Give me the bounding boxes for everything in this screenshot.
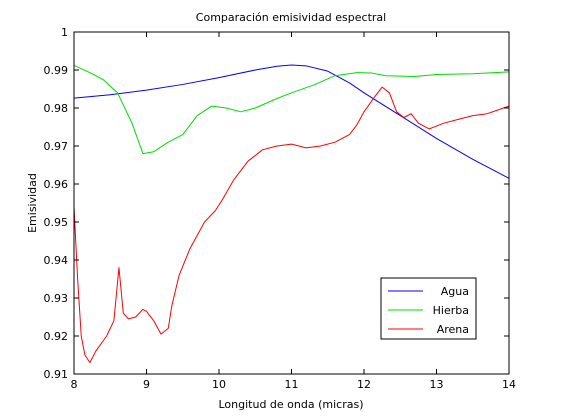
y-tick-label: 1 — [61, 26, 68, 39]
x-tick-label: 10 — [212, 378, 226, 391]
x-tick-label: 14 — [502, 378, 516, 391]
x-tick-label: 11 — [285, 378, 299, 391]
y-tick-label: 0.94 — [44, 254, 69, 267]
y-tick-label: 0.99 — [44, 64, 69, 77]
x-tick-label: 8 — [71, 378, 78, 391]
y-tick-label: 0.98 — [44, 102, 69, 115]
legend-label-agua: Agua — [441, 285, 469, 298]
x-tick-label: 13 — [430, 378, 444, 391]
legend-label-hierba: Hierba — [433, 304, 469, 317]
series-line-hierba — [73, 64, 510, 155]
series-line-arena — [73, 86, 510, 364]
y-tick-label: 0.96 — [44, 178, 69, 191]
tick-layer: 8 9 10 11 12 13 14 0.91 0.92 0.93 0.94 0.95 0.96 0.97… — [44, 26, 517, 391]
series-line-agua — [73, 64, 510, 179]
legend: Agua Hierba Arena — [380, 277, 477, 340]
y-axis-title: Emisividad — [26, 173, 39, 233]
series-layer — [73, 64, 510, 364]
y-tick-label: 0.92 — [44, 330, 69, 343]
y-tick-label: 0.93 — [44, 292, 69, 305]
y-tick-label: 0.95 — [44, 216, 69, 229]
y-tick-label: 0.97 — [44, 140, 69, 153]
x-tick-label: 12 — [357, 378, 371, 391]
x-tick-label: 9 — [143, 378, 150, 391]
legend-items: Agua Hierba Arena — [388, 285, 469, 336]
legend-label-arena: Arena — [437, 323, 469, 336]
y-tick-label: 0.91 — [44, 368, 69, 381]
chart-title: Comparación emisividad espectral — [196, 11, 386, 24]
x-axis-title: Longitud de onda (micras) — [218, 398, 363, 411]
